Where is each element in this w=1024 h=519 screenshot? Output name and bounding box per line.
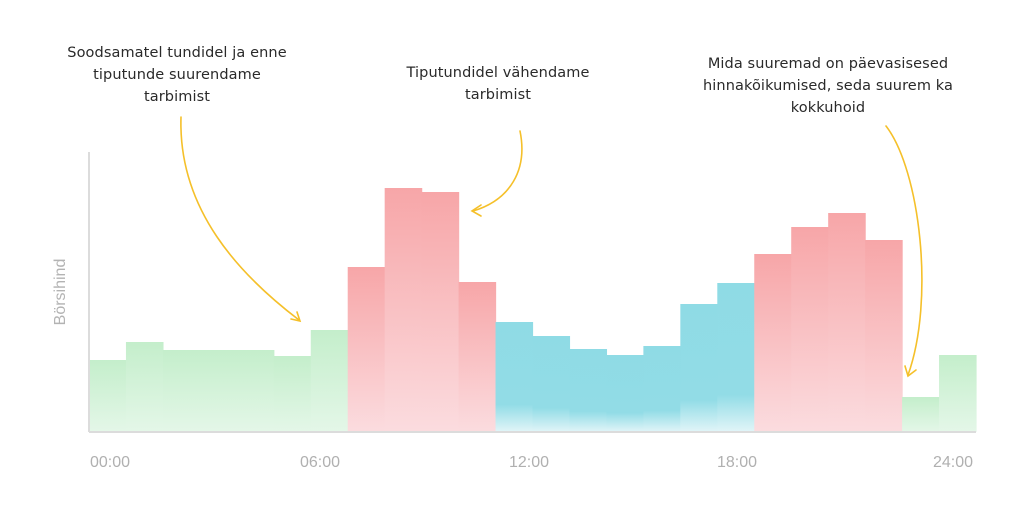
price-bar	[643, 346, 681, 432]
price-bar	[162, 350, 201, 432]
price-bar	[310, 330, 349, 432]
price-bar	[902, 397, 940, 432]
x-tick-label: 18:00	[716, 454, 758, 471]
price-bar	[532, 336, 571, 432]
price-bar	[791, 227, 829, 432]
annotation-right: Mida suuremad on päevasisesed hinnakõiku…	[678, 53, 978, 119]
arrow-middle-icon	[472, 130, 523, 212]
x-tick-label: 00:00	[89, 454, 131, 471]
x-tick-label: 12:00	[508, 454, 550, 471]
price-bar	[569, 349, 608, 432]
annotation-middle-line: Tiputundidel vähendame	[406, 65, 590, 81]
annotation-right-line: Mida suuremad on päevasisesed	[707, 56, 949, 72]
annotation-middle-line: tarbimist	[464, 87, 532, 103]
arrow-middle-head-icon	[470, 204, 482, 217]
price-bar	[421, 192, 460, 432]
arrow-right-head-icon	[904, 365, 917, 378]
price-bar	[828, 213, 866, 432]
price-bar	[606, 355, 644, 432]
annotation-right-line: kokkuhoid	[790, 100, 866, 116]
price-bar	[717, 283, 755, 432]
annotation-middle: Tiputundidel vähendame tarbimist	[378, 62, 618, 106]
annotation-left-line: Soodsamatel tundidel ja enne	[67, 45, 287, 61]
annotation-left-line: tarbimist	[143, 89, 211, 105]
annotation-right-line: hinnakõikumised, seda suurem ka	[703, 78, 953, 94]
price-bar	[125, 342, 164, 432]
price-bar	[89, 360, 127, 432]
x-tick-label: 24:00	[932, 454, 974, 471]
y-axis-label: Börsihind	[52, 258, 69, 326]
x-tick-label: 06:00	[299, 454, 341, 471]
price-bar	[495, 322, 534, 432]
annotation-left: Soodsamatel tundidel ja enne tiputunde s…	[37, 42, 317, 108]
annotation-arrows	[180, 116, 923, 378]
price-bar	[384, 188, 423, 432]
arrow-left-head-icon	[290, 311, 302, 323]
price-bar	[273, 356, 312, 432]
price-bar	[458, 282, 497, 432]
price-bar	[680, 304, 718, 432]
price-bar	[939, 355, 977, 432]
price-bar	[199, 350, 238, 432]
arrow-right-icon	[885, 125, 923, 376]
bars-group	[89, 188, 977, 432]
arrow-left-icon	[180, 116, 300, 321]
price-bar	[236, 350, 275, 432]
price-bar	[347, 267, 386, 432]
annotation-left-line: tiputunde suurendame	[93, 67, 261, 83]
price-bar	[865, 240, 903, 432]
price-bar	[754, 254, 792, 432]
